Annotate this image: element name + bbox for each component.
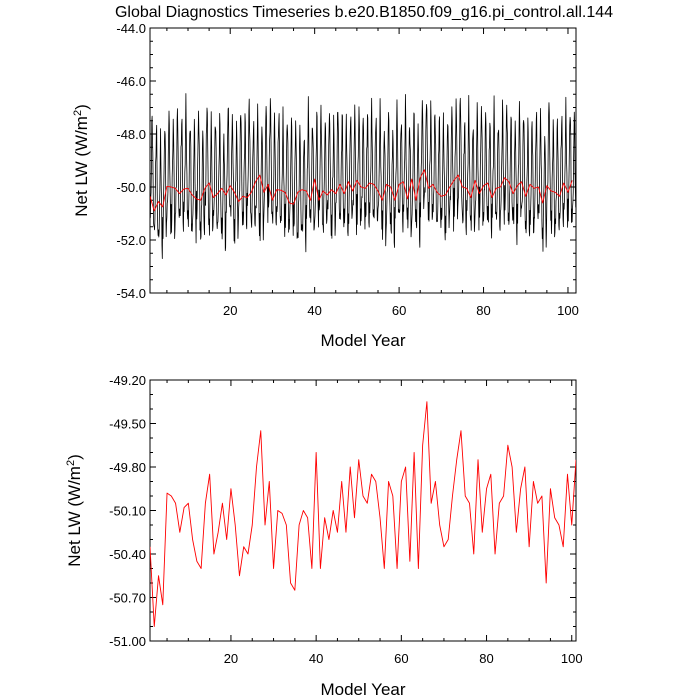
y-tick-label: -51.00 (109, 634, 146, 649)
x-tick-label: 40 (309, 651, 323, 666)
y-axis-title: Net LW (W/m2) (72, 104, 91, 217)
top-panel: -54.0 -52.0 -50.0 -48.0 -46.0 -44.0 20 40 60 80 10… (72, 21, 579, 350)
y-axis-title-superscript: 2 (65, 460, 77, 466)
x-tick-label: 100 (561, 651, 583, 666)
y-tick-label: -44.0 (116, 21, 146, 36)
y-axis-title-close: ) (65, 454, 84, 460)
x-axis-title: Model Year (320, 331, 405, 350)
x-tick-label: 40 (307, 303, 321, 318)
x-tick-label: 100 (557, 303, 579, 318)
y-axis-title-close: ) (72, 104, 91, 110)
y-tick-label: -48.0 (116, 127, 146, 142)
y-tick-label: -49.20 (109, 373, 146, 388)
y-axis-title: Net LW (W/m2) (65, 454, 84, 567)
y-tick-label: -49.50 (109, 417, 146, 432)
plot-frame (149, 379, 577, 642)
y-tick-label: -50.70 (109, 591, 146, 606)
y-axis-title-text: Net LW (W/m (72, 116, 91, 217)
y-tick-label: -50.0 (116, 180, 146, 195)
y-tick-label: -54.0 (116, 286, 146, 301)
x-tick-label: 80 (476, 303, 490, 318)
x-tick-label: 20 (224, 651, 238, 666)
x-tick-label: 20 (223, 303, 237, 318)
y-tick-label: -49.80 (109, 460, 146, 475)
x-axis-title: Model Year (320, 680, 405, 699)
annual-mean-series-line (150, 401, 576, 627)
y-tick-label: -50.40 (109, 547, 146, 562)
plot-frame (149, 27, 577, 294)
x-tick-label: 60 (392, 303, 406, 318)
y-tick-label: -50.10 (109, 504, 146, 519)
y-axis-title-superscript: 2 (72, 110, 84, 116)
bottom-panel: -51.00 -50.70 -50.40 -50.10 -49.80 -49.50 -49.… (65, 373, 583, 699)
figure-title: Global Diagnostics Timeseries b.e20.B185… (115, 4, 613, 21)
y-tick-label: -52.0 (116, 233, 146, 248)
x-tick-label: 60 (394, 651, 408, 666)
y-axis-title-text: Net LW (W/m (65, 466, 84, 567)
y-tick-label: -46.0 (116, 74, 146, 89)
monthly-series-line (150, 93, 576, 260)
annual-mean-series-line (150, 169, 573, 212)
x-tick-label: 80 (479, 651, 493, 666)
